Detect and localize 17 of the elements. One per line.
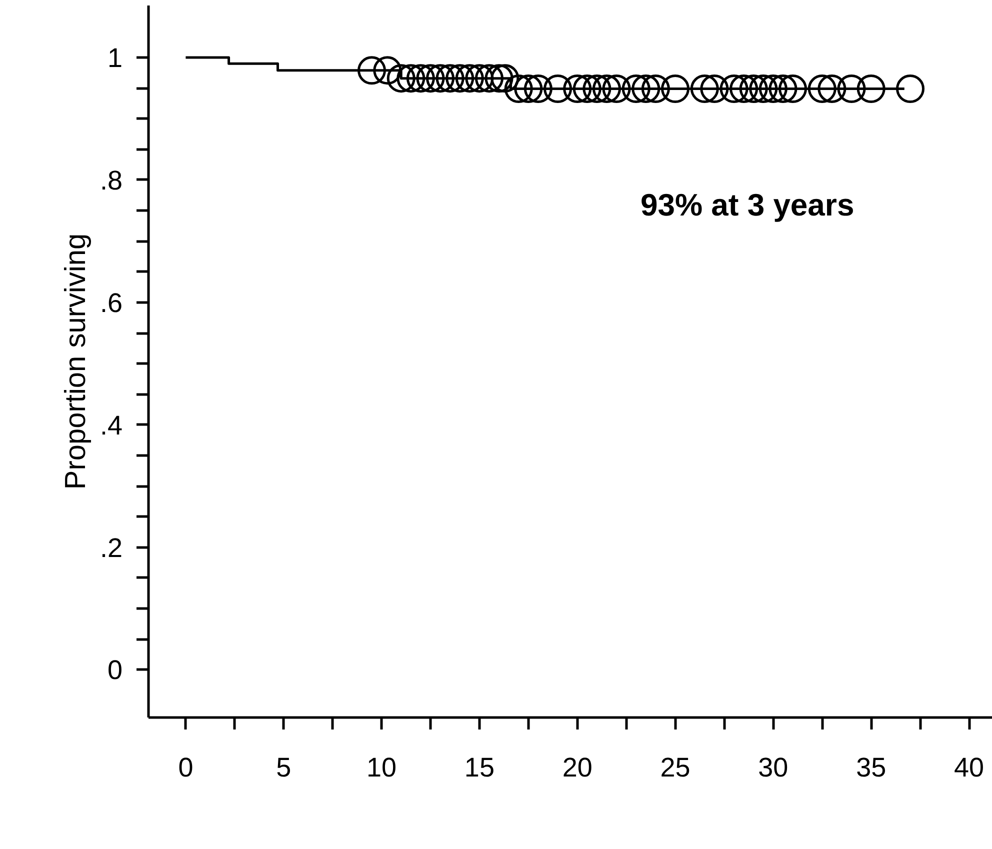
annotation: 93% at 3 years: [640, 188, 854, 222]
y-tick-label: .6: [100, 288, 123, 318]
x-tick-label: 35: [856, 752, 886, 782]
y-tick-label: 1: [107, 43, 123, 74]
x-tick-label: 30: [758, 752, 788, 782]
x-tick-label: 15: [464, 752, 494, 782]
x-tick-label: 25: [660, 752, 690, 782]
x-tick-label: 5: [276, 752, 292, 782]
y-tick-label: .2: [100, 532, 123, 563]
y-tick-label: .4: [100, 410, 123, 440]
y-axis-title: Proportion surviving: [60, 233, 92, 490]
x-tick-label: 40: [954, 752, 984, 782]
x-tick-label: 0: [178, 752, 194, 782]
x-tick-label: 20: [562, 752, 592, 782]
y-tick-label: .8: [100, 165, 123, 196]
x-tick-label: 10: [366, 752, 397, 782]
y-tick-label: 0: [107, 655, 123, 686]
